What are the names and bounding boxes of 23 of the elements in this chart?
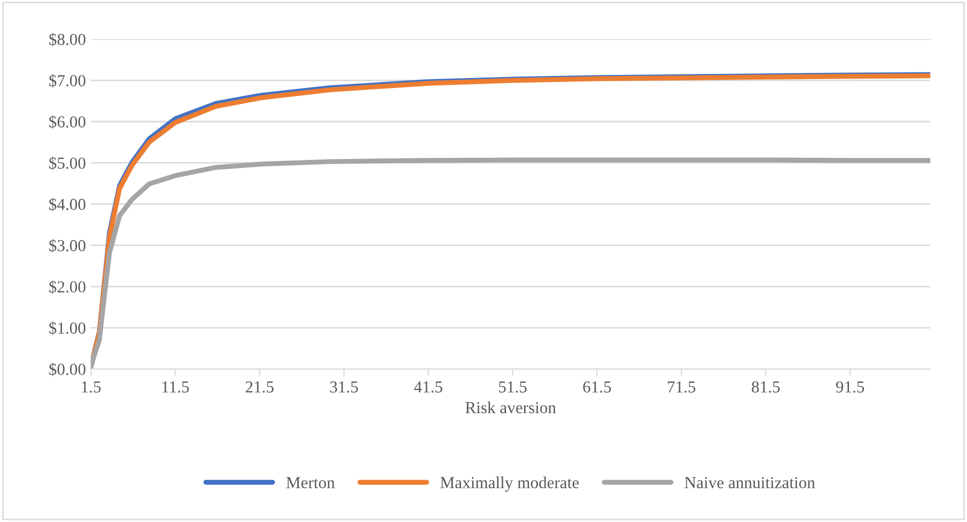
y-tick-label: $6.00: [49, 115, 86, 129]
x-tick-label: 71.5: [668, 381, 696, 393]
y-tick-label: $0.00: [49, 362, 86, 376]
x-tick-label: 61.5: [583, 381, 611, 393]
legend-label: Naive annuitization: [684, 477, 815, 488]
x-tick-label: 81.5: [752, 381, 780, 393]
legend-label: Merton: [286, 477, 335, 488]
legend-label: Maximally moderate: [440, 476, 579, 492]
y-tick-label: $5.00: [49, 156, 86, 170]
y-tick-label: $2.00: [49, 280, 86, 294]
x-tick-label: 41.5: [414, 381, 442, 393]
x-tick-label: 21.5: [246, 381, 274, 393]
y-tick-label: $1.00: [49, 322, 86, 335]
x-tick-label: 11.5: [162, 381, 189, 393]
x-tick-label: 31.5: [330, 381, 358, 393]
x-tick-label: 51.5: [499, 381, 527, 393]
x-axis-title: Risk aversion: [465, 402, 556, 414]
y-tick-label: $3.00: [49, 239, 86, 252]
x-tick-label: 91.5: [836, 381, 864, 393]
y-tick-label: $7.00: [49, 74, 86, 88]
x-tick-label: 1.5: [82, 381, 101, 393]
y-tick-label: $4.00: [49, 198, 86, 212]
y-tick-label: $8.00: [49, 32, 86, 46]
